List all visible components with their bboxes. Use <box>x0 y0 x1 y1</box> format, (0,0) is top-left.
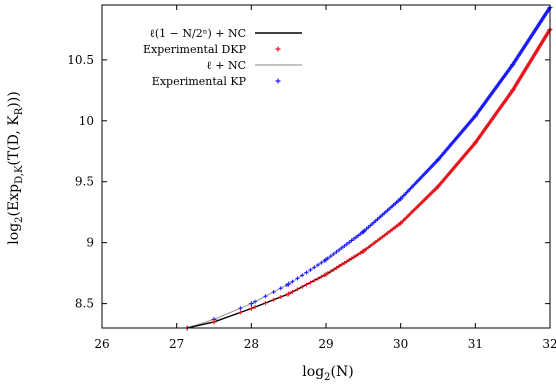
dense-point-experimental-kp <box>319 260 324 265</box>
dense-point-experimental-kp <box>360 230 365 235</box>
dense-point-experimental-dkp <box>342 260 347 265</box>
dense-point-experimental-dkp <box>351 255 356 260</box>
dense-point-experimental-dkp <box>331 267 336 272</box>
x-axis-ticks: 26 27 28 29 30 31 32 <box>94 5 556 351</box>
dense-point-experimental-dkp <box>271 297 276 302</box>
dense-point-experimental-dkp <box>354 253 359 258</box>
x-tick-label: 32 <box>542 337 556 351</box>
dense-point-experimental-dkp <box>325 271 330 276</box>
dense-point-experimental-kp <box>315 263 320 268</box>
legend: ℓ(1 − N/2ⁿ) + NC Experimental DKP ℓ + NC… <box>143 27 302 88</box>
x-tick-label: 27 <box>169 337 184 351</box>
dense-point-experimental-dkp <box>304 282 309 287</box>
dense-point-experimental-kp <box>337 247 342 252</box>
dense-point-experimental-kp <box>300 273 305 278</box>
dense-point-experimental-dkp <box>290 289 295 294</box>
dense-point-experimental-kp <box>349 238 354 243</box>
dense-point-experimental-dkp <box>319 274 324 279</box>
x-tick-label: 31 <box>468 337 483 351</box>
dense-point-experimental-kp <box>284 283 289 288</box>
dense-point-experimental-dkp <box>238 310 243 315</box>
dense-point-experimental-dkp <box>278 294 283 299</box>
legend-swatch-experimental-kp <box>275 78 281 84</box>
data-point <box>248 305 254 311</box>
dense-point-experimental-kp <box>253 299 258 304</box>
dense-point-experimental-dkp <box>356 252 361 257</box>
y-tick-label: 10.5 <box>67 53 94 67</box>
dense-point-experimental-dkp <box>337 264 342 269</box>
dense-point-experimental-kp <box>308 267 313 272</box>
data-point <box>360 229 366 235</box>
legend-swatch-experimental-dkp <box>275 46 281 52</box>
dense-point-experimental-kp <box>358 231 363 236</box>
y-axis-label: log2(ExpD,K(T(D, KR))) <box>6 91 25 244</box>
x-tick-label: 29 <box>318 337 333 351</box>
dense-point-experimental-kp <box>290 279 295 284</box>
x-tick-label: 30 <box>393 337 408 351</box>
dense-point-experimental-dkp <box>344 259 349 264</box>
plot-frame <box>101 4 551 329</box>
y-tick-label: 9 <box>86 236 94 250</box>
dense-point-experimental-dkp <box>263 300 268 305</box>
dense-point-experimental-kp <box>328 254 333 259</box>
legend-label-experimental-kp: Experimental KP <box>152 75 247 88</box>
dense-point-experimental-dkp <box>328 269 333 274</box>
dense-point-experimental-kp <box>325 256 330 261</box>
legend-label-theory-kp: ℓ + NC <box>206 59 246 72</box>
dense-point-experimental-kp <box>356 233 361 238</box>
dense-point-experimental-kp <box>334 249 339 254</box>
dense-point-experimental-dkp <box>300 284 305 289</box>
legend-label-theory-dkp: ℓ(1 − N/2ⁿ) + NC <box>150 27 246 40</box>
dense-point-experimental-kp <box>347 240 352 245</box>
dense-point-experimental-dkp <box>347 257 352 262</box>
dense-point-experimental-kp <box>271 289 276 294</box>
dense-point-experimental-kp <box>351 236 356 241</box>
dense-point-experimental-dkp <box>358 251 363 256</box>
dense-point-experimental-dkp <box>312 278 317 283</box>
data-point <box>360 248 366 254</box>
dense-point-experimental-kp <box>278 286 283 291</box>
dense-point-experimental-kp <box>344 242 349 247</box>
y-tick-label: 8.5 <box>75 297 94 311</box>
dense-point-experimental-kp <box>342 243 347 248</box>
dense-point-experimental-kp <box>238 306 243 311</box>
dense-point-experimental-kp <box>547 6 552 11</box>
dense-point-experimental-kp <box>331 251 336 256</box>
series-points-1 <box>184 26 553 331</box>
dense-point-experimental-dkp <box>360 249 365 254</box>
data-point <box>211 319 217 325</box>
dense-point-experimental-kp <box>322 258 327 263</box>
y-tick-label: 10 <box>79 114 94 128</box>
dense-point-experimental-dkp <box>334 265 339 270</box>
dense-point-experimental-kp <box>312 265 317 270</box>
dense-point-experimental-kp <box>304 270 309 275</box>
y-axis-ticks: 8.5 9 9.5 10 10.5 <box>67 53 550 311</box>
y-tick-label: 9.5 <box>75 175 94 189</box>
dense-point-experimental-kp <box>263 294 268 299</box>
dense-point-experimental-kp <box>354 235 359 240</box>
x-axis-label: log2(N) <box>302 364 353 383</box>
dense-point-experimental-dkp <box>308 280 313 285</box>
dense-point-experimental-dkp <box>253 305 258 310</box>
dense-point-experimental-dkp <box>322 273 327 278</box>
dense-point-experimental-kp <box>339 245 344 250</box>
x-tick-label: 26 <box>94 337 109 351</box>
data-point <box>248 301 254 307</box>
dense-point-experimental-dkp <box>349 256 354 261</box>
dense-point-experimental-dkp <box>339 262 344 267</box>
legend-label-experimental-dkp: Experimental DKP <box>143 43 247 56</box>
dense-point-experimental-dkp <box>284 292 289 297</box>
dense-point-experimental-dkp <box>315 276 320 281</box>
x-tick-label: 28 <box>244 337 259 351</box>
dense-point-experimental-kp <box>295 276 300 281</box>
dense-point-experimental-dkp <box>295 287 300 292</box>
